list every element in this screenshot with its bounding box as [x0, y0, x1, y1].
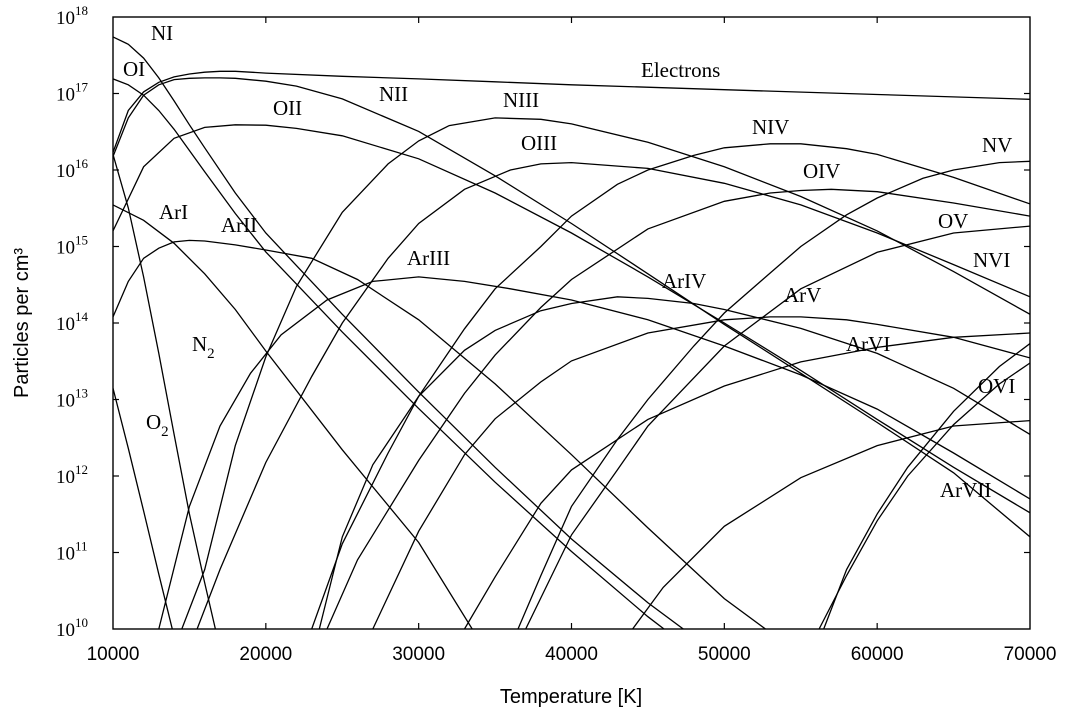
series-label-arii: ArII [221, 213, 257, 237]
series-label-ni: NI [151, 21, 173, 45]
series-label-o2: O2 [146, 410, 169, 440]
series-label-nv: NV [982, 133, 1012, 157]
series-label-ovi: OVI [978, 374, 1015, 398]
series-line-oi [113, 78, 666, 629]
series-line-ari [113, 204, 473, 629]
series-label-niv: NIV [752, 115, 789, 139]
series-label-oii: OII [273, 96, 302, 120]
series-label-niii: NIII [503, 88, 539, 112]
series-line-ov [525, 225, 1030, 629]
series-label-arv: ArV [784, 283, 821, 307]
x-tick-label: 50000 [698, 644, 751, 665]
series-label-arvi: ArVI [846, 332, 890, 356]
series-line-nv [517, 160, 1030, 629]
series-line-ni [113, 36, 685, 629]
plot-frame [112, 16, 1031, 630]
y-axis-title: Particles per cm³ [11, 248, 33, 398]
series-line-electrons [113, 70, 1030, 153]
y-tick-label: 1014 [56, 309, 89, 335]
series-line-ariv [318, 296, 1030, 629]
y-tick-label: 1016 [56, 156, 89, 182]
series-line-oiii [196, 161, 1030, 629]
series-label-ariii: ArIII [407, 246, 450, 270]
series-line-arvii [632, 419, 1030, 629]
series-label-ariv: ArIV [662, 269, 706, 293]
series-line-nii [113, 77, 1030, 538]
series-line-niii [181, 117, 1030, 629]
x-tick-label: 60000 [851, 644, 904, 665]
y-tick-label: 1011 [56, 539, 88, 565]
y-tick-label: 1013 [56, 386, 88, 412]
series-label-oi: OI [123, 57, 145, 81]
series-line-arv [372, 316, 1030, 629]
series-label-nvi: NVI [973, 248, 1010, 272]
series-curves [113, 36, 1030, 629]
series-line-ariii [158, 276, 1030, 629]
series-label-n2: N2 [192, 332, 215, 362]
series-line-oiv [326, 188, 1030, 629]
series-label-oiv: OIV [803, 159, 840, 183]
y-tick-label: 1018 [56, 3, 88, 29]
series-line-arii [113, 239, 767, 629]
series-label-nii: NII [379, 82, 408, 106]
series-line-niv [311, 143, 1030, 629]
x-tick-label: 10000 [87, 644, 140, 665]
x-axis-title: Temperature [K] [500, 686, 642, 708]
y-tick-label: 1015 [56, 233, 88, 259]
series-line-o2 [113, 388, 173, 629]
y-tick-label: 1012 [56, 462, 88, 488]
series-label-ov: OV [938, 209, 968, 233]
y-tick-label: 1010 [56, 615, 88, 641]
x-tick-label: 30000 [392, 644, 445, 665]
series-line-n2 [113, 154, 217, 629]
series-label-electrons: Electrons [641, 58, 720, 82]
x-axis-ticks: 10000 20000 30000 40000 50000 60000 70000 [87, 17, 1057, 665]
series-label-oiii: OIII [521, 131, 557, 155]
y-axis-ticks: 1010 1011 1012 1013 1014 1015 1016 1017 1018 [56, 3, 1030, 641]
series-line-ovi [818, 362, 1030, 629]
series-label-ari: ArI [159, 200, 188, 224]
series-label-arvii: ArVII [940, 478, 991, 502]
series-line-arvi [463, 332, 1030, 629]
y-tick-label: 1017 [56, 80, 89, 106]
x-tick-label: 20000 [239, 644, 292, 665]
x-tick-label: 70000 [1004, 644, 1057, 665]
x-tick-label: 40000 [545, 644, 598, 665]
series-line-nvi [823, 342, 1030, 629]
